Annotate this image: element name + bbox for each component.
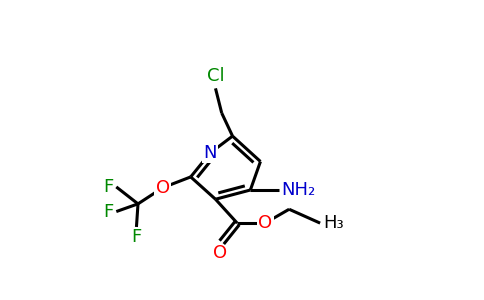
Text: NH₂: NH₂ xyxy=(281,181,316,199)
Text: N: N xyxy=(203,144,217,162)
Text: F: F xyxy=(104,202,114,220)
Text: O: O xyxy=(213,244,227,262)
Text: O: O xyxy=(258,214,272,232)
Text: F: F xyxy=(104,178,114,196)
Text: F: F xyxy=(131,229,142,247)
Text: H₃: H₃ xyxy=(323,214,344,232)
Text: Cl: Cl xyxy=(207,67,224,85)
Text: O: O xyxy=(156,179,170,197)
